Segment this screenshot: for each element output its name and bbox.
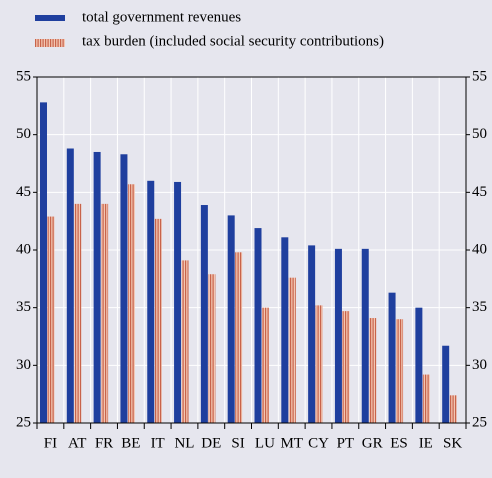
- bar: [208, 274, 216, 423]
- x-tick-label: GR: [362, 435, 383, 451]
- x-tick-label: IE: [419, 435, 433, 451]
- bar: [74, 203, 82, 423]
- y2-tick-label: 40: [472, 241, 487, 257]
- bar: [66, 148, 74, 424]
- y2-tick-label: 35: [472, 299, 487, 315]
- bar: [369, 318, 377, 423]
- legend-label: tax burden (included social security con…: [82, 33, 384, 49]
- legend-swatch: [35, 15, 65, 21]
- bar: [449, 395, 457, 423]
- x-tick-label: PT: [337, 435, 355, 451]
- x-tick-label: SK: [443, 435, 462, 451]
- bar: [93, 151, 101, 423]
- y2-tick-label: 25: [472, 414, 487, 430]
- bar: [147, 180, 155, 423]
- x-tick-label: IT: [151, 435, 165, 451]
- bar: [442, 345, 450, 423]
- bar: [127, 184, 135, 423]
- bar: [281, 237, 289, 423]
- y-tick-label: 25: [16, 414, 31, 430]
- bar: [334, 248, 342, 423]
- x-tick-label: FR: [95, 435, 113, 451]
- bar: [200, 205, 208, 423]
- bar: [227, 215, 235, 423]
- y-tick-label: 45: [16, 184, 31, 200]
- x-tick-label: LU: [255, 435, 275, 451]
- x-tick-label: FI: [44, 435, 57, 451]
- bar: [262, 307, 269, 423]
- bar: [40, 102, 47, 423]
- bar: [181, 260, 189, 423]
- bar: [388, 292, 396, 423]
- legend-swatch: [35, 39, 65, 47]
- bar: [361, 248, 369, 423]
- legend-label: total government revenues: [82, 9, 241, 25]
- bar: [254, 228, 262, 423]
- x-tick-label: SI: [231, 435, 244, 451]
- bar: [120, 154, 128, 424]
- bar: [342, 311, 350, 423]
- x-tick-label: NL: [174, 435, 194, 451]
- bar: [308, 245, 316, 423]
- x-tick-label: BE: [121, 435, 140, 451]
- bar: [415, 307, 423, 423]
- bar: [315, 305, 323, 423]
- y-tick-label: 50: [16, 126, 31, 142]
- bar: [174, 181, 182, 423]
- bar: [47, 216, 55, 423]
- y-tick-label: 35: [16, 299, 31, 315]
- bar: [235, 252, 243, 423]
- y-tick-label: 55: [16, 68, 31, 84]
- x-tick-label: CY: [308, 435, 329, 451]
- y2-tick-label: 45: [472, 184, 487, 200]
- bar: [288, 277, 296, 423]
- x-tick-label: MT: [280, 435, 303, 451]
- x-tick-label: ES: [390, 435, 408, 451]
- x-tick-label: AT: [68, 435, 86, 451]
- y2-tick-label: 30: [472, 357, 487, 373]
- x-tick-label: DE: [201, 435, 221, 451]
- bar: [422, 374, 430, 423]
- plot-border: [36, 76, 467, 424]
- y-tick-label: 40: [16, 241, 31, 257]
- bar: [154, 218, 162, 423]
- bar: [101, 203, 109, 423]
- y2-tick-label: 50: [472, 126, 487, 142]
- y2-tick-label: 55: [472, 68, 487, 84]
- bar: [396, 319, 404, 423]
- y-tick-label: 30: [16, 357, 31, 373]
